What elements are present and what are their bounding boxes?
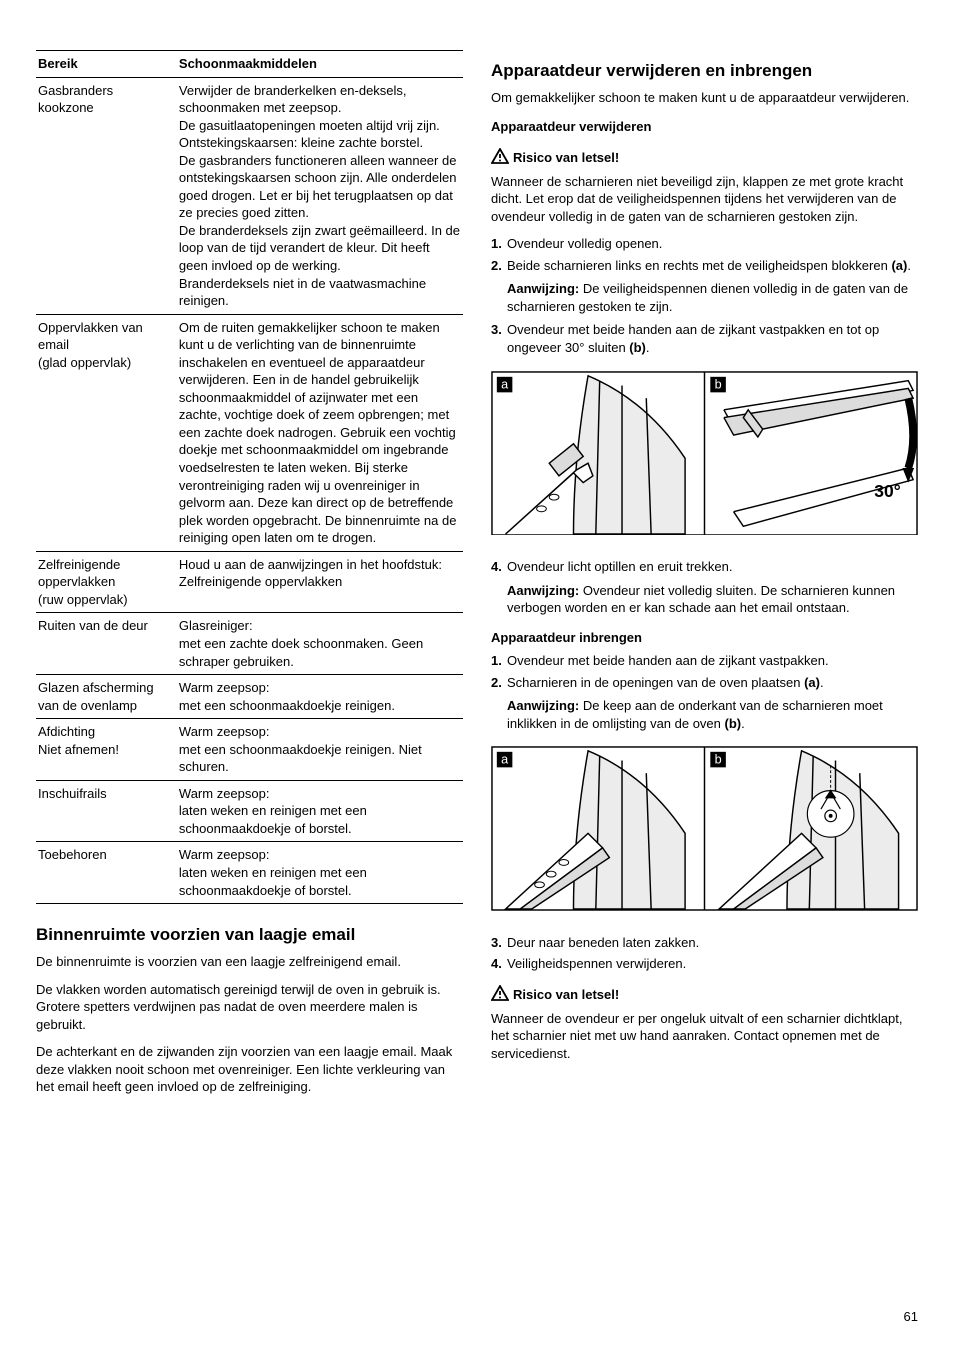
steps-list: 3.Deur naar beneden laten zakken. 4.Veil… — [491, 934, 918, 973]
warning-icon — [491, 148, 509, 169]
table-cell: Warm zeepsop:met een schoonmaakdoekje re… — [177, 719, 463, 781]
list-item: 4.Veiligheidspennen verwijderen. — [491, 955, 918, 973]
steps-list: 3.Ovendeur met beide handen aan de zijka… — [491, 321, 918, 356]
paragraph: De vlakken worden automatisch gereinigd … — [36, 981, 463, 1034]
steps-list: 4.Ovendeur licht optillen en eruit trekk… — [491, 558, 918, 576]
diagram-remove-door: a b 30° — [491, 371, 918, 536]
page-number: 61 — [904, 1308, 918, 1326]
list-item: 3.Ovendeur met beide handen aan de zijka… — [491, 321, 918, 356]
table-cell: Inschuifrails — [36, 780, 177, 842]
warning-heading: Risico van letsel! — [491, 985, 918, 1006]
table-cell: AfdichtingNiet afnemen! — [36, 719, 177, 781]
diagram-label-a: a — [501, 753, 509, 767]
list-item: 3.Deur naar beneden laten zakken. — [491, 934, 918, 952]
table-cell: Verwijder de branderkelken en-deksels, s… — [177, 77, 463, 314]
list-item: 2.Beide scharnieren links en rechts met … — [491, 257, 918, 275]
diagram-label-b: b — [715, 377, 722, 391]
diagram-insert-door: a b — [491, 746, 918, 911]
note: Aanwijzing: De keep aan de onderkant van… — [507, 697, 918, 732]
table-header: Bereik — [36, 51, 177, 78]
table-cell: Glazen afscherming van de ovenlamp — [36, 675, 177, 719]
note: Aanwijzing: De veiligheidspennen dienen … — [507, 280, 918, 315]
warning-icon — [491, 985, 509, 1006]
warning-label: Risico van letsel! — [513, 150, 619, 165]
list-item: 2.Scharnieren in de openingen van de ove… — [491, 674, 918, 692]
diagram-label-b: b — [715, 753, 722, 767]
table-cell: Warm zeepsop:met een schoonmaakdoekje re… — [177, 675, 463, 719]
subheading: Apparaatdeur inbrengen — [491, 629, 918, 647]
table-cell: Oppervlakken van email(glad oppervlak) — [36, 314, 177, 551]
list-item: 1.Ovendeur met beide handen aan de zijka… — [491, 652, 918, 670]
diagram-label-a: a — [501, 377, 509, 391]
table-cell: Om de ruiten gemakkelijker schoon te mak… — [177, 314, 463, 551]
table-cell: Zelfreinigende oppervlakken(ruw oppervla… — [36, 551, 177, 613]
diagram-angle: 30° — [874, 481, 900, 501]
steps-list: 1.Ovendeur volledig openen. 2.Beide scha… — [491, 235, 918, 274]
paragraph: De binnenruimte is voorzien van een laag… — [36, 953, 463, 971]
cleaning-table: Bereik Schoonmaakmiddelen Gasbranders ko… — [36, 50, 463, 904]
section-title: Binnenruimte voorzien van laagje email — [36, 924, 463, 947]
warning-text: Wanneer de ovendeur er per ongeluk uitva… — [491, 1010, 918, 1063]
steps-list: 1.Ovendeur met beide handen aan de zijka… — [491, 652, 918, 691]
table-cell: Warm zeepsop:laten weken en reinigen met… — [177, 780, 463, 842]
table-cell: Toebehoren — [36, 842, 177, 904]
table-cell: Ruiten van de deur — [36, 613, 177, 675]
warning-heading: Risico van letsel! — [491, 148, 918, 169]
table-cell: Glasreiniger:met een zachte doek schoonm… — [177, 613, 463, 675]
table-header: Schoonmaakmiddelen — [177, 51, 463, 78]
list-item: 4.Ovendeur licht optillen en eruit trekk… — [491, 558, 918, 576]
note: Aanwijzing: Ovendeur niet volledig sluit… — [507, 582, 918, 617]
paragraph: Om gemakkelijker schoon te maken kunt u … — [491, 89, 918, 107]
paragraph: De achterkant en de zijwanden zijn voorz… — [36, 1043, 463, 1096]
subheading: Apparaatdeur verwijderen — [491, 118, 918, 136]
section-title: Apparaatdeur verwijderen en inbrengen — [491, 60, 918, 83]
table-cell: Warm zeepsop:laten weken en reinigen met… — [177, 842, 463, 904]
warning-label: Risico van letsel! — [513, 987, 619, 1002]
table-cell: Gasbranders kookzone — [36, 77, 177, 314]
table-cell: Houd u aan de aanwijzingen in het hoofds… — [177, 551, 463, 613]
list-item: 1.Ovendeur volledig openen. — [491, 235, 918, 253]
warning-text: Wanneer de scharnieren niet beveiligd zi… — [491, 173, 918, 226]
